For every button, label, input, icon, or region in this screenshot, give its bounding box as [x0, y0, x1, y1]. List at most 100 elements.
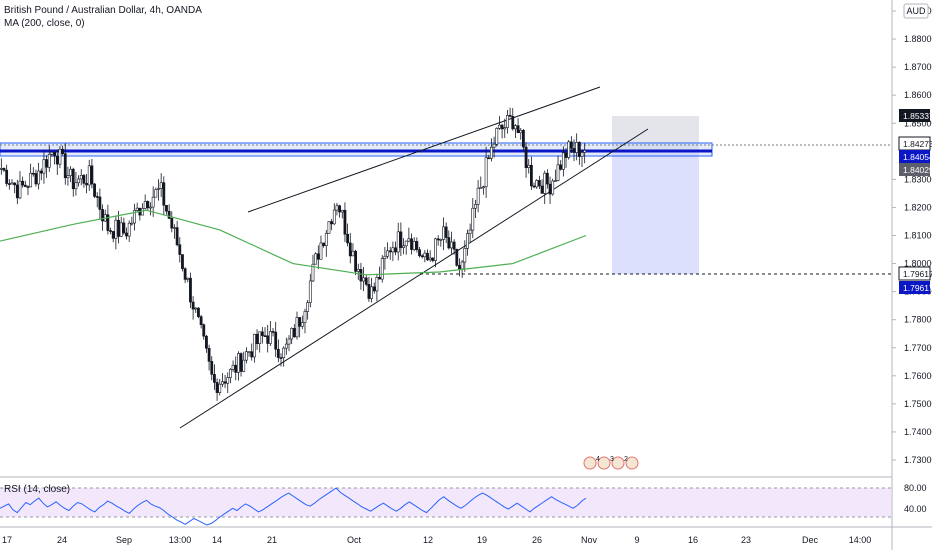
candle-body	[402, 245, 405, 248]
candle-body	[260, 331, 264, 336]
candle-body	[21, 180, 25, 186]
candle-body	[404, 240, 408, 247]
candle-body	[53, 151, 57, 157]
currency-box[interactable]	[903, 3, 929, 19]
candle-body	[410, 238, 413, 250]
main-legend[interactable]: British Pound / Australian Dollar, 4h, O…	[4, 4, 202, 30]
candle-body	[2, 168, 6, 171]
candle-body	[23, 184, 27, 187]
candle-body	[340, 209, 344, 213]
candle-body	[474, 204, 477, 209]
price-axis-label: 1.82000	[904, 202, 932, 212]
candle-body	[98, 196, 102, 210]
candle-body	[327, 221, 331, 234]
candle-series[interactable]	[0, 107, 587, 401]
candle-body	[386, 250, 389, 257]
candle-body	[356, 269, 360, 272]
candle-body	[282, 347, 286, 358]
candle-body	[106, 214, 110, 231]
candle-body	[415, 241, 419, 250]
rsi-legend[interactable]: RSI (14, close)	[4, 483, 70, 496]
candle-body	[29, 172, 33, 188]
economic-event-badge[interactable]	[625, 456, 639, 470]
candle-body	[178, 244, 182, 255]
candle-body	[69, 168, 72, 176]
economic-event-badge[interactable]	[611, 456, 625, 470]
candle-body	[90, 165, 94, 185]
wedge-lower-trendline[interactable]	[179, 128, 649, 429]
candle-body	[314, 253, 318, 265]
candle-body	[476, 187, 480, 205]
position-target-zone[interactable]	[612, 151, 699, 274]
candle-body	[332, 209, 336, 225]
candle-body	[495, 128, 499, 145]
candle-body	[191, 301, 195, 310]
candle-body	[548, 183, 552, 195]
candle-body	[186, 277, 190, 280]
event-badges[interactable]: 4 3 2	[583, 456, 639, 470]
candle-body	[95, 196, 99, 198]
candle-body	[300, 322, 304, 327]
rsi-line[interactable]	[0, 487, 587, 526]
time-axis[interactable]: 17 24 Sep 13:00 14 21 Oct 12 19 26 Nov 9 16 23 Dec 14:0…	[2, 535, 871, 545]
time-axis-label: Dec	[802, 535, 819, 545]
price-axis-label: 1.86000	[904, 90, 932, 100]
candle-body	[79, 175, 83, 180]
candle-body	[479, 187, 483, 189]
candle-body	[561, 152, 565, 170]
price-axis-label: 1.81000	[904, 231, 932, 241]
candle-body	[189, 277, 192, 303]
time-axis-label: 23	[741, 535, 751, 545]
candle-body	[122, 222, 126, 234]
candle-body	[181, 254, 184, 269]
candle-body	[18, 180, 22, 199]
price-tag-label: 1.85337	[903, 111, 932, 121]
candle-body	[556, 164, 560, 181]
symbol-title[interactable]: British Pound / Australian Dollar, 4h, O…	[4, 5, 202, 16]
economic-event-badge[interactable]	[583, 456, 597, 470]
price-tag-box	[898, 266, 931, 281]
time-axis-label: 16	[688, 535, 698, 545]
candle-body	[567, 141, 571, 158]
candle-body	[74, 182, 78, 190]
candle-body	[234, 364, 238, 373]
candle-body	[306, 302, 310, 312]
candle-body	[367, 284, 371, 299]
candle-body	[378, 277, 381, 280]
candle-body	[229, 368, 232, 378]
economic-event-badge[interactable]	[597, 456, 611, 470]
candle-body	[284, 343, 288, 349]
candle-body	[308, 280, 312, 303]
candle-body	[511, 116, 515, 130]
candle-body	[255, 333, 259, 344]
candle-body	[316, 253, 320, 260]
candle-body	[226, 377, 230, 384]
candle-body	[45, 159, 49, 168]
candle-body	[213, 374, 216, 383]
candle-body	[522, 130, 525, 148]
candle-body	[5, 169, 9, 184]
candle-body	[221, 381, 224, 385]
candle-body	[263, 335, 267, 337]
wedge-upper-trendline[interactable]	[247, 86, 601, 213]
rsi-axis[interactable]: 80.00 40.00	[904, 483, 927, 514]
candle-body	[380, 258, 384, 280]
candle-body	[274, 331, 278, 350]
candle-body	[157, 188, 160, 190]
candle-body	[149, 206, 152, 209]
price-axis[interactable]: 1.890001.880001.870001.860001.850001.830…	[892, 6, 932, 465]
candle-body	[359, 269, 363, 282]
candle-body	[447, 237, 451, 249]
candle-body	[268, 331, 272, 344]
rsi-indicator-label[interactable]: RSI (14, close)	[4, 484, 71, 495]
candle-body	[529, 164, 533, 187]
price-tag-box	[899, 281, 930, 294]
candle-body	[111, 231, 115, 239]
candle-body	[175, 227, 179, 246]
candle-body	[109, 230, 112, 232]
candle-body	[490, 146, 493, 159]
ma-200-line[interactable]	[0, 209, 587, 276]
ma-indicator-label[interactable]: MA (200, close, 0)	[4, 18, 85, 29]
